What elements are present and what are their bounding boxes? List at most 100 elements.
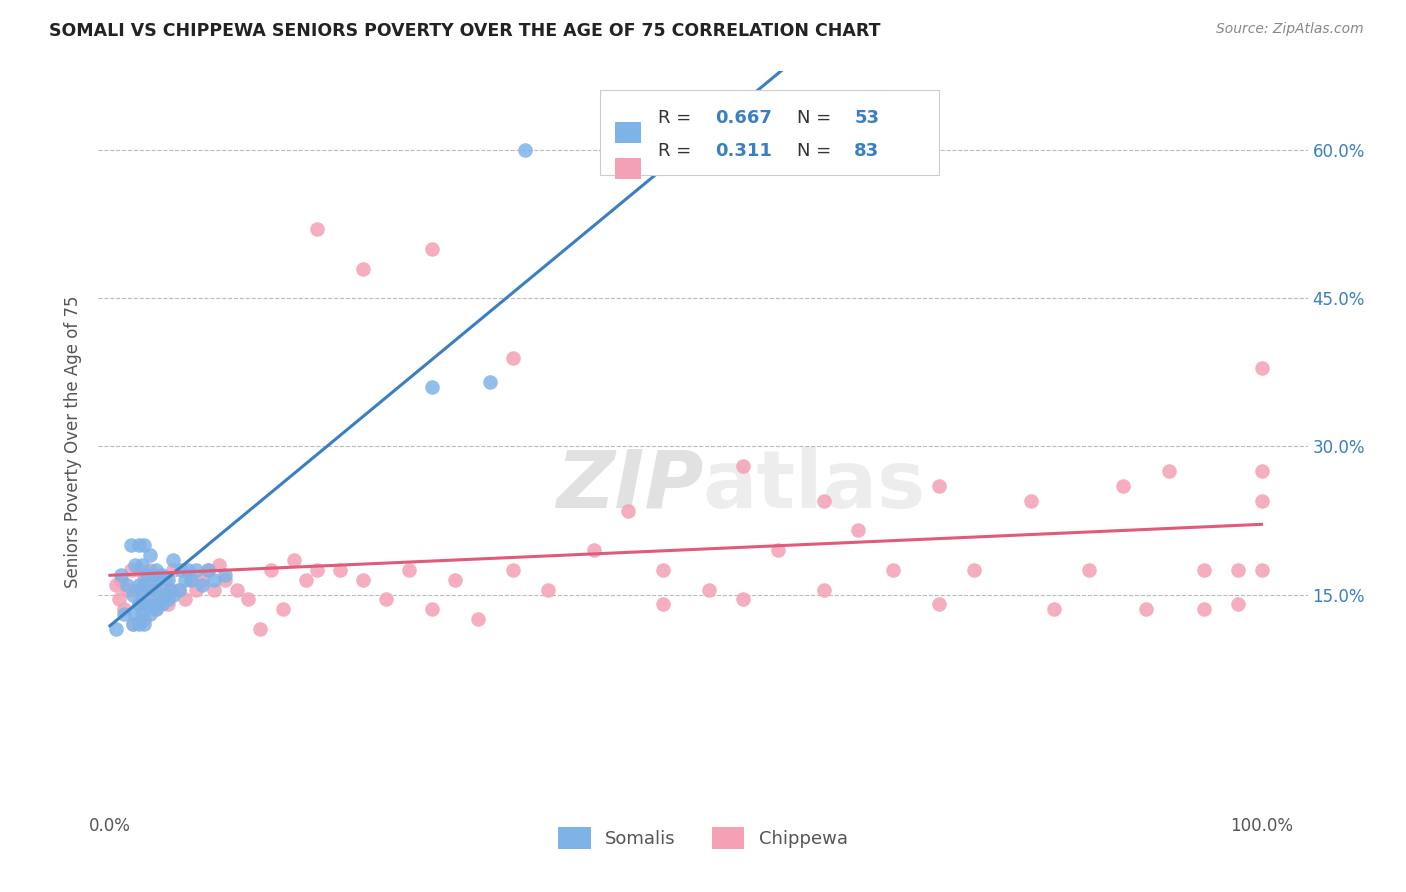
Text: N =: N = (797, 142, 838, 160)
Point (131, 582, 153, 597)
Point (1135, 602, 1157, 616)
Point (651, 598, 673, 612)
Point (260, 563, 283, 577)
Point (271, 602, 294, 616)
Point (398, 563, 420, 577)
Point (502, 351, 524, 365)
Point (214, 567, 236, 582)
Point (444, 573, 467, 587)
Point (162, 553, 184, 567)
Point (115, 582, 138, 597)
Point (1112, 479, 1135, 493)
Point (108, 592, 131, 607)
Point (134, 573, 156, 587)
Point (375, 592, 398, 607)
Point (145, 582, 167, 597)
Point (1250, 464, 1272, 478)
Point (813, 493, 835, 508)
Point (1077, 563, 1099, 577)
Text: R =: R = (658, 109, 697, 127)
Point (177, 563, 200, 577)
Bar (614, 158, 641, 178)
Point (124, 607, 146, 622)
Point (536, 582, 558, 597)
Point (150, 582, 173, 597)
Legend: Somalis, Chippewa: Somalis, Chippewa (550, 818, 856, 858)
Point (502, 563, 524, 577)
Point (128, 598, 150, 612)
Text: SOMALI VS CHIPPEWA SENIORS POVERTY OVER THE AGE OF 75 CORRELATION CHART: SOMALI VS CHIPPEWA SENIORS POVERTY OVER … (49, 22, 880, 40)
Point (1250, 360, 1272, 375)
Point (104, 577, 127, 591)
Point (139, 582, 162, 597)
Point (122, 588, 145, 602)
Point (142, 588, 165, 602)
Point (651, 563, 673, 577)
Bar (614, 122, 641, 144)
Text: atlas: atlas (703, 447, 927, 525)
Point (202, 573, 225, 587)
Point (467, 612, 489, 626)
Point (156, 598, 179, 612)
Point (135, 598, 157, 612)
Point (112, 607, 135, 622)
Point (134, 612, 156, 626)
Point (134, 577, 156, 591)
Point (962, 563, 984, 577)
Point (134, 598, 156, 612)
Point (352, 573, 374, 587)
Point (128, 538, 150, 552)
Point (167, 582, 190, 597)
Point (162, 563, 184, 577)
Point (156, 573, 179, 587)
Point (162, 588, 184, 602)
Point (122, 617, 145, 632)
Point (142, 567, 165, 582)
Point (150, 598, 173, 612)
Point (617, 503, 640, 517)
Point (191, 577, 214, 591)
Point (180, 573, 202, 587)
Point (697, 582, 720, 597)
Point (733, 459, 755, 474)
Text: 53: 53 (855, 109, 879, 127)
Point (214, 573, 236, 587)
Point (156, 592, 179, 607)
Point (1250, 563, 1272, 577)
Point (173, 592, 195, 607)
Point (148, 592, 170, 607)
Point (122, 617, 145, 632)
Point (155, 588, 177, 602)
Point (329, 563, 352, 577)
Point (733, 592, 755, 607)
Point (134, 538, 156, 552)
Point (422, 602, 444, 616)
Point (142, 598, 165, 612)
Text: 83: 83 (855, 142, 879, 160)
Point (197, 563, 219, 577)
Point (128, 598, 150, 612)
Point (110, 573, 132, 587)
Point (813, 582, 835, 597)
Point (191, 573, 214, 587)
Point (283, 553, 305, 567)
Point (352, 261, 374, 276)
Point (422, 380, 444, 394)
Point (928, 479, 950, 493)
Point (128, 563, 150, 577)
Point (120, 538, 142, 552)
Text: 0.311: 0.311 (716, 142, 772, 160)
Point (513, 144, 536, 158)
Point (307, 563, 329, 577)
Point (170, 563, 193, 577)
Text: ZIP: ZIP (555, 447, 703, 525)
Point (115, 577, 138, 591)
Point (112, 602, 135, 616)
Point (1227, 563, 1250, 577)
Text: N =: N = (797, 109, 838, 127)
Point (422, 242, 444, 256)
Point (150, 567, 173, 582)
Point (186, 582, 208, 597)
Point (148, 598, 170, 612)
Point (155, 573, 177, 587)
